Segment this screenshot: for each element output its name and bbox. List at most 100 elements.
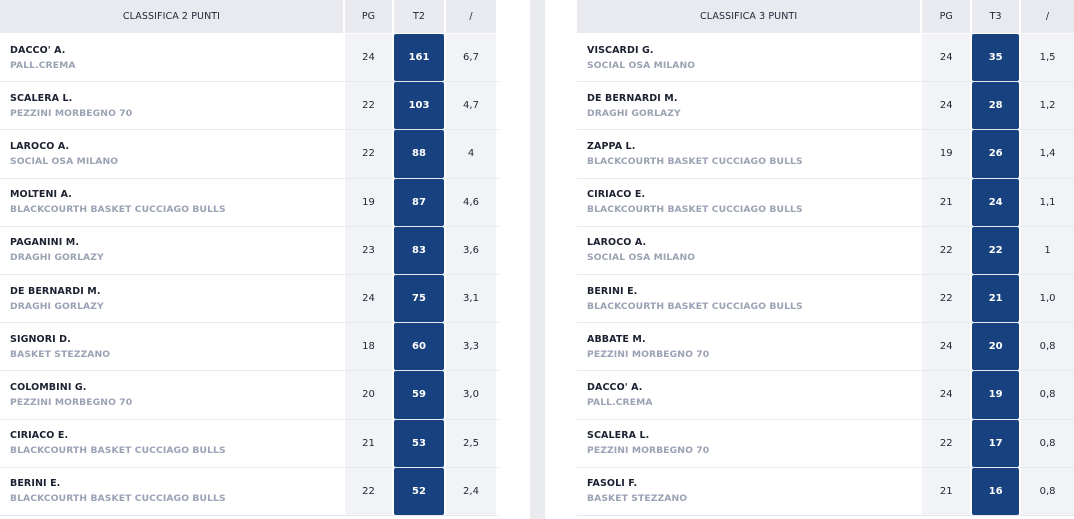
- player-cell: DE BERNARDI M. DRAGHI GORLAZY: [577, 82, 920, 129]
- player-name[interactable]: FASOLI F.: [587, 478, 638, 490]
- table-row[interactable]: FASOLI F. BASKET STEZZANO 21 16 0,8: [577, 467, 1074, 516]
- average-cell: 4,7: [446, 82, 496, 130]
- player-name[interactable]: LAROCO A.: [10, 140, 70, 152]
- shots-badge: 35: [972, 34, 1020, 82]
- player-info: DE BERNARDI M. DRAGHI GORLAZY: [0, 286, 104, 312]
- player-name[interactable]: CIRIACO E.: [587, 189, 646, 201]
- average-cell: 0,8: [1021, 371, 1074, 419]
- shots-badge: 53: [394, 419, 444, 467]
- player-name[interactable]: VISCARDI G.: [587, 44, 654, 56]
- column-header-t3[interactable]: T3: [972, 0, 1020, 33]
- shots-cell: 87: [394, 178, 444, 226]
- player-info: LAROCO A. SOCIAL OSA MILANO: [577, 237, 695, 263]
- team-name[interactable]: PEZZINI MORBEGNO 70: [587, 348, 710, 360]
- table-row[interactable]: SCALERA L. PEZZINI MORBEGNO 70 22 17 0,8: [577, 419, 1074, 468]
- table-row[interactable]: ABBATE M. PEZZINI MORBEGNO 70 24 20 0,8: [577, 323, 1074, 372]
- player-name[interactable]: SCALERA L.: [587, 430, 650, 442]
- team-name[interactable]: PALL.CREMA: [587, 396, 653, 408]
- table-row[interactable]: SIGNORI D. BASKET STEZZANO 18 60 3,3: [0, 323, 499, 372]
- team-name[interactable]: DRAGHI GORLAZY: [10, 252, 104, 264]
- shots-cell: 28: [972, 82, 1020, 130]
- column-header-avg[interactable]: /: [1021, 0, 1074, 33]
- team-name[interactable]: BLACKCOURTH BASKET CUCCIAGO BULLS: [10, 204, 226, 216]
- player-name[interactable]: COLOMBINI G.: [10, 381, 87, 393]
- table-row[interactable]: BERINI E. BLACKCOURTH BASKET CUCCIAGO BUL…: [577, 274, 1074, 324]
- player-name[interactable]: DACCO' A.: [587, 381, 643, 393]
- column-header-name[interactable]: CLASSIFICA 2 PUNTI: [0, 0, 343, 33]
- table-row[interactable]: DE BERNARDI M. DRAGHI GORLAZY 24 28 1,2: [577, 82, 1074, 131]
- shots-cell: 22: [972, 226, 1020, 274]
- team-name[interactable]: DRAGHI GORLAZY: [10, 300, 104, 312]
- team-name[interactable]: DRAGHI GORLAZY: [587, 107, 681, 119]
- table-row[interactable]: CIRIACO E. BLACKCOURTH BASKET CUCCIAGO BU…: [0, 419, 499, 468]
- games-played-cell: 24: [922, 82, 971, 130]
- average-cell: 0,8: [1021, 323, 1074, 371]
- player-name[interactable]: DE BERNARDI M.: [10, 285, 101, 297]
- table-row[interactable]: COLOMBINI G. PEZZINI MORBEGNO 70 20 59 3,0: [0, 371, 499, 420]
- player-info: DACCO' A. PALL.CREMA: [577, 382, 653, 408]
- column-header-pg[interactable]: PG: [345, 0, 392, 33]
- column-header-pg[interactable]: PG: [922, 0, 971, 33]
- table-body: DACCO' A. PALL.CREMA 24 161 6,7 SCALERA L. PEZ…: [0, 34, 499, 516]
- player-cell: BERINI E. BLACKCOURTH BASKET CUCCIAGO BUL…: [0, 468, 343, 515]
- player-cell: SIGNORI D. BASKET STEZZANO: [0, 323, 343, 370]
- player-cell: COLOMBINI G. PEZZINI MORBEGNO 70: [0, 371, 343, 418]
- table-row[interactable]: LAROCO A. SOCIAL OSA MILANO 22 22 1: [577, 226, 1074, 275]
- column-header-avg[interactable]: /: [446, 0, 496, 33]
- player-name[interactable]: SIGNORI D.: [10, 333, 71, 345]
- shots-badge: 20: [972, 323, 1020, 371]
- player-info: FASOLI F. BASKET STEZZANO: [577, 478, 687, 504]
- team-name[interactable]: BASKET STEZZANO: [10, 348, 111, 360]
- player-info: LAROCO A. SOCIAL OSA MILANO: [0, 141, 118, 167]
- table-row[interactable]: PAGANINI M. DRAGHI GORLAZY 23 83 3,6: [0, 226, 499, 275]
- team-name[interactable]: BLACKCOURTH BASKET CUCCIAGO BULLS: [10, 493, 226, 505]
- shots-cell: 21: [972, 274, 1020, 323]
- table-row[interactable]: DACCO' A. PALL.CREMA 24 19 0,8: [577, 371, 1074, 420]
- table-row[interactable]: SCALERA L. PEZZINI MORBEGNO 70 22 103 4,7: [0, 82, 499, 131]
- team-name[interactable]: BLACKCOURTH BASKET CUCCIAGO BULLS: [10, 445, 226, 457]
- average-cell: 1,1: [1021, 178, 1074, 226]
- table-row[interactable]: DACCO' A. PALL.CREMA 24 161 6,7: [0, 34, 499, 83]
- team-name[interactable]: BASKET STEZZANO: [587, 493, 688, 505]
- player-name[interactable]: PAGANINI M.: [10, 237, 80, 249]
- team-name[interactable]: SOCIAL OSA MILANO: [10, 155, 119, 167]
- shots-badge: 21: [972, 274, 1020, 323]
- player-name[interactable]: ZAPPA L.: [587, 140, 636, 152]
- table-row[interactable]: VISCARDI G. SOCIAL OSA MILANO 24 35 1,5: [577, 34, 1074, 83]
- shots-badge: 16: [972, 467, 1020, 515]
- team-name[interactable]: SOCIAL OSA MILANO: [587, 252, 696, 264]
- team-name[interactable]: PALL.CREMA: [10, 59, 76, 71]
- player-cell: FASOLI F. BASKET STEZZANO: [577, 468, 920, 515]
- table-row[interactable]: CIRIACO E. BLACKCOURTH BASKET CUCCIAGO BU…: [577, 178, 1074, 227]
- games-played-cell: 21: [922, 467, 971, 515]
- table-row[interactable]: MOLTENI A. BLACKCOURTH BASKET CUCCIAGO BU…: [0, 178, 499, 227]
- player-name[interactable]: CIRIACO E.: [10, 430, 69, 442]
- column-header-name[interactable]: CLASSIFICA 3 PUNTI: [577, 0, 921, 33]
- table-row[interactable]: BERINI E. BLACKCOURTH BASKET CUCCIAGO BUL…: [0, 467, 499, 516]
- team-name[interactable]: BLACKCOURTH BASKET CUCCIAGO BULLS: [587, 204, 803, 216]
- player-name[interactable]: BERINI E.: [10, 478, 61, 490]
- games-played-cell: 22: [345, 130, 392, 178]
- team-name[interactable]: BLACKCOURTH BASKET CUCCIAGO BULLS: [587, 155, 803, 167]
- player-name[interactable]: MOLTENI A.: [10, 189, 72, 201]
- player-name[interactable]: ABBATE M.: [587, 333, 646, 345]
- player-name[interactable]: DACCO' A.: [10, 44, 66, 56]
- team-name[interactable]: PEZZINI MORBEGNO 70: [10, 107, 133, 119]
- team-name[interactable]: PEZZINI MORBEGNO 70: [587, 445, 710, 457]
- table-row[interactable]: DE BERNARDI M. DRAGHI GORLAZY 24 75 3,1: [0, 274, 499, 324]
- player-name[interactable]: BERINI E.: [587, 285, 638, 297]
- shots-cell: 26: [972, 130, 1020, 178]
- player-name[interactable]: DE BERNARDI M.: [587, 92, 678, 104]
- shots-badge: 24: [972, 178, 1020, 226]
- column-header-t2[interactable]: T2: [394, 0, 444, 33]
- team-name[interactable]: BLACKCOURTH BASKET CUCCIAGO BULLS: [587, 300, 803, 312]
- table-classifica-3-punti: CLASSIFICA 3 PUNTI PG T3 / VISCARDI G. SO…: [577, 0, 1074, 516]
- shots-cell: 103: [394, 82, 444, 130]
- team-name[interactable]: PEZZINI MORBEGNO 70: [10, 396, 133, 408]
- player-name[interactable]: SCALERA L.: [10, 92, 73, 104]
- table-row[interactable]: LAROCO A. SOCIAL OSA MILANO 22 88 4: [0, 130, 499, 179]
- games-played-cell: 24: [922, 371, 971, 419]
- table-row[interactable]: ZAPPA L. BLACKCOURTH BASKET CUCCIAGO BULL…: [577, 130, 1074, 179]
- player-name[interactable]: LAROCO A.: [587, 237, 647, 249]
- team-name[interactable]: SOCIAL OSA MILANO: [587, 59, 696, 71]
